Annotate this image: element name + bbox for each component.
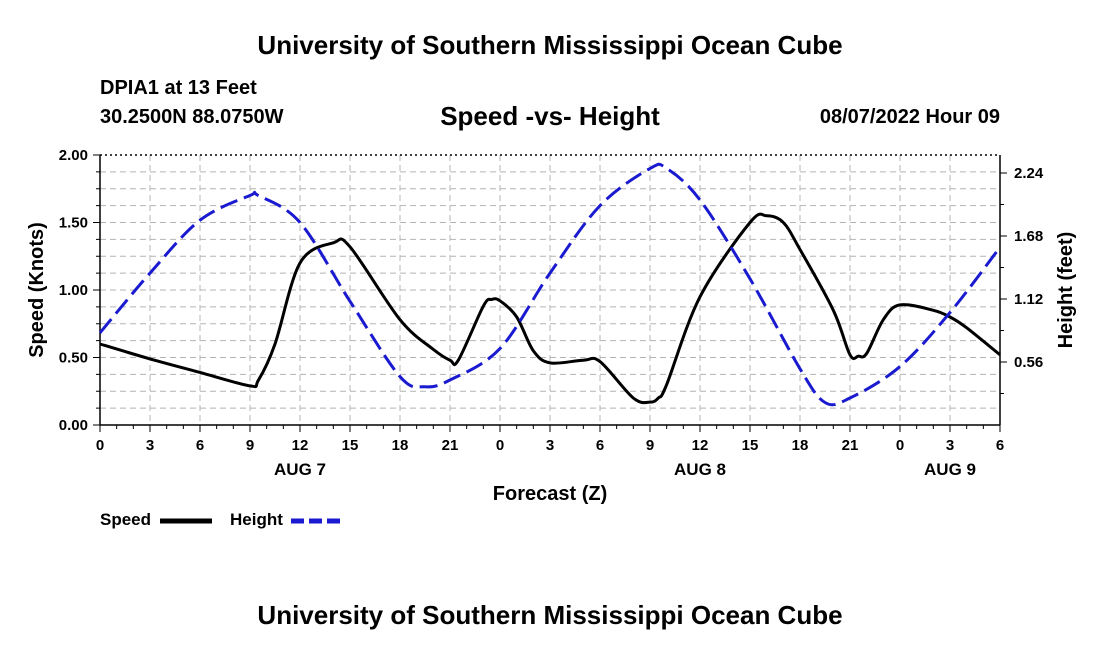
x-tick-label: 9 xyxy=(246,437,254,454)
x-tick-label: 3 xyxy=(146,437,154,454)
y-tick-label: 0.50 xyxy=(59,350,88,367)
y2-tick-label: 1.68 xyxy=(1014,228,1043,245)
y2-axis-ticks: 0.56 1.12 1.68 2.24 xyxy=(1000,165,1044,394)
day-label: AUG 7 xyxy=(274,460,326,479)
page-title: University of Southern Mississippi Ocean… xyxy=(257,30,843,60)
series-line-height xyxy=(98,162,1002,407)
x-tick-label: 12 xyxy=(692,437,709,454)
x-tick-label: 0 xyxy=(96,437,104,454)
y-tick-label: 2.00 xyxy=(59,147,88,164)
y-axis-label: Speed (Knots) xyxy=(26,222,48,358)
y-tick-label: 1.50 xyxy=(59,215,88,232)
footer-title: University of Southern Mississippi Ocean… xyxy=(257,600,843,630)
y2-tick-label: 2.24 xyxy=(1014,165,1044,182)
day-labels: AUG 7 AUG 8 AUG 9 xyxy=(274,460,976,479)
y-tick-label: 1.00 xyxy=(59,282,88,299)
x-tick-label: 0 xyxy=(896,437,904,454)
y2-axis-label: Height (feet) xyxy=(1055,232,1077,349)
y2-tick-label: 1.12 xyxy=(1014,291,1043,308)
x-tick-label: 3 xyxy=(546,437,554,454)
y2-tick-label: 0.56 xyxy=(1014,354,1043,371)
station-coordinates: 30.2500N 88.0750W xyxy=(100,106,284,128)
x-axis-ticks: 0 3 6 9 12 15 18 21 0 3 6 9 12 15 18 21 0 3 6 xyxy=(96,425,1004,454)
day-label: AUG 9 xyxy=(924,460,976,479)
legend-label-height: Height xyxy=(230,510,283,529)
legend: Speed Height xyxy=(100,510,343,529)
x-tick-label: 15 xyxy=(342,437,359,454)
x-tick-label: 3 xyxy=(946,437,954,454)
x-axis-label: Forecast (Z) xyxy=(493,483,607,505)
forecast-datestamp: 08/07/2022 Hour 09 xyxy=(819,106,1000,128)
day-label: AUG 8 xyxy=(674,460,726,479)
x-tick-label: 12 xyxy=(292,437,309,454)
y-axis-ticks: 0.00 0.50 1.00 1.50 2.00 xyxy=(59,147,100,434)
series-lines xyxy=(98,162,1002,407)
series-line-speed xyxy=(99,212,1001,405)
legend-label-speed: Speed xyxy=(100,510,151,529)
x-tick-label: 6 xyxy=(596,437,604,454)
x-tick-label: 6 xyxy=(996,437,1004,454)
station-name: DPIA1 at 13 Feet xyxy=(100,77,257,99)
x-tick-label: 18 xyxy=(392,437,409,454)
x-tick-label: 0 xyxy=(496,437,504,454)
x-tick-label: 21 xyxy=(842,437,859,454)
x-tick-label: 18 xyxy=(792,437,809,454)
x-tick-label: 9 xyxy=(646,437,654,454)
chart-title: Speed -vs- Height xyxy=(440,101,660,131)
x-tick-label: 15 xyxy=(742,437,759,454)
y-tick-label: 0.00 xyxy=(59,417,88,434)
x-tick-label: 6 xyxy=(196,437,204,454)
x-tick-label: 21 xyxy=(442,437,459,454)
grid xyxy=(100,155,1000,425)
